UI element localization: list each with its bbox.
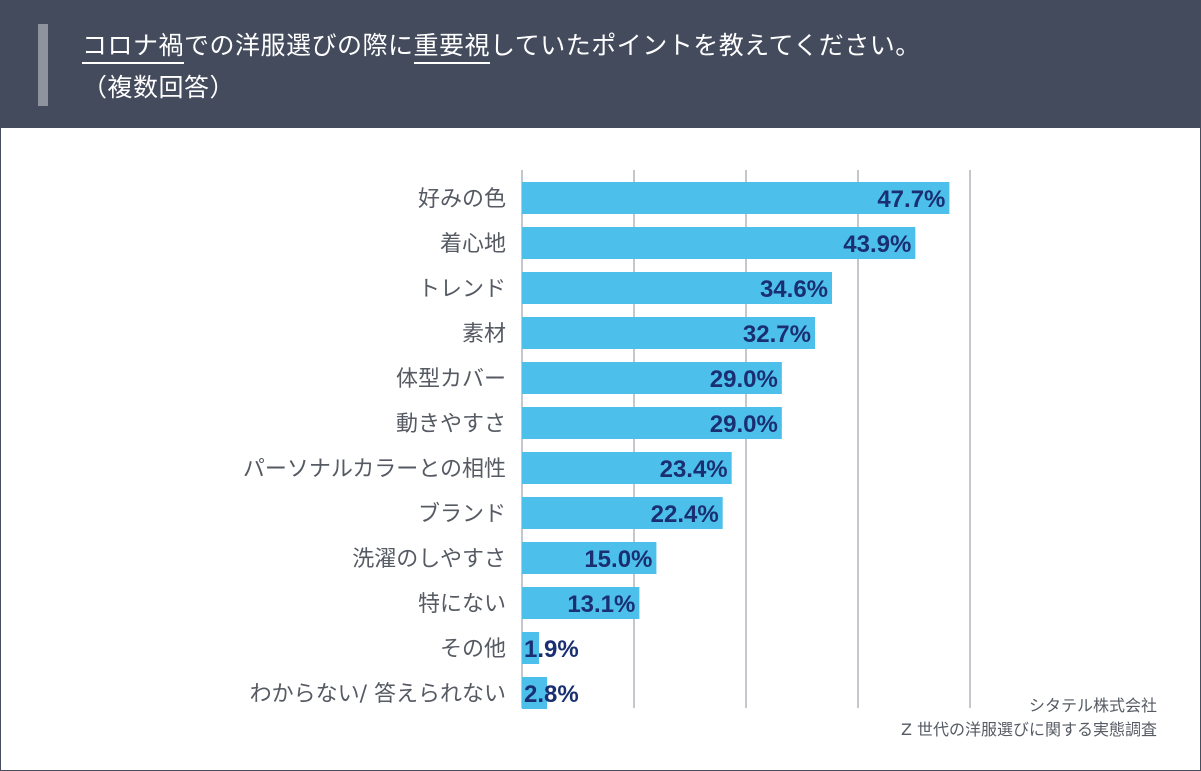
bar [522,632,540,664]
data-label: 29.0% [710,366,778,393]
category-label: 特にない [418,592,506,617]
source-company: シタテル株式会社 [1028,696,1157,715]
category-label: その他 [440,637,506,662]
category-label: 好みの色 [418,187,506,212]
header-banner: コロナ禍での洋服選びの際に重要視していたポイントを教えてください。 （複数回答） [0,0,1201,128]
bar [522,227,916,259]
page-title: コロナ禍での洋服選びの際に重要視していたポイントを教えてください。 （複数回答） [82,26,921,108]
data-label: 15.0% [584,546,652,573]
title-underlined-2: 重要視 [413,31,491,64]
header-accent-bar [38,24,48,106]
bar [522,182,950,214]
data-label: 47.7% [877,186,945,213]
data-label: 29.0% [710,411,778,438]
bar [522,272,833,304]
category-label: 動きやすさ [396,412,506,437]
data-label: 1.9% [524,636,579,663]
bar [522,407,782,439]
bar [522,542,657,574]
title-underlined-1: コロナ禍 [82,31,185,64]
category-label: 洗濯のしやすさ [352,547,506,572]
source-note: シタテル株式会社 Z 世代の洋服選びに関する実態調査 [901,694,1157,742]
category-label: 素材 [462,322,506,347]
bar [522,587,640,619]
category-label: 着心地 [440,232,506,257]
data-label: 34.6% [760,276,828,303]
bar [522,452,732,484]
category-label: ブランド [418,502,506,527]
bar [522,677,548,709]
category-label: 体型カバー [396,367,506,392]
source-survey: Z 世代の洋服選びに関する実態調査 [900,720,1157,739]
category-label: トレンド [418,277,506,302]
title-part-4: していたポイントを教えてください。 [490,31,921,60]
title-part-2: での洋服選びの際に [184,31,414,60]
category-label: わからない/ 答えられない [250,682,506,707]
bar [522,317,815,349]
category-label: パーソナルカラーとの相性 [243,457,506,482]
data-label: 23.4% [660,456,728,483]
data-label: 22.4% [651,501,719,528]
data-label: 13.1% [567,591,635,618]
data-label: 43.9% [843,231,911,258]
page-subtitle: （複数回答） [82,73,236,102]
bar [522,497,723,529]
bar [522,362,782,394]
data-label: 2.8% [524,681,579,708]
data-label: 32.7% [743,321,811,348]
